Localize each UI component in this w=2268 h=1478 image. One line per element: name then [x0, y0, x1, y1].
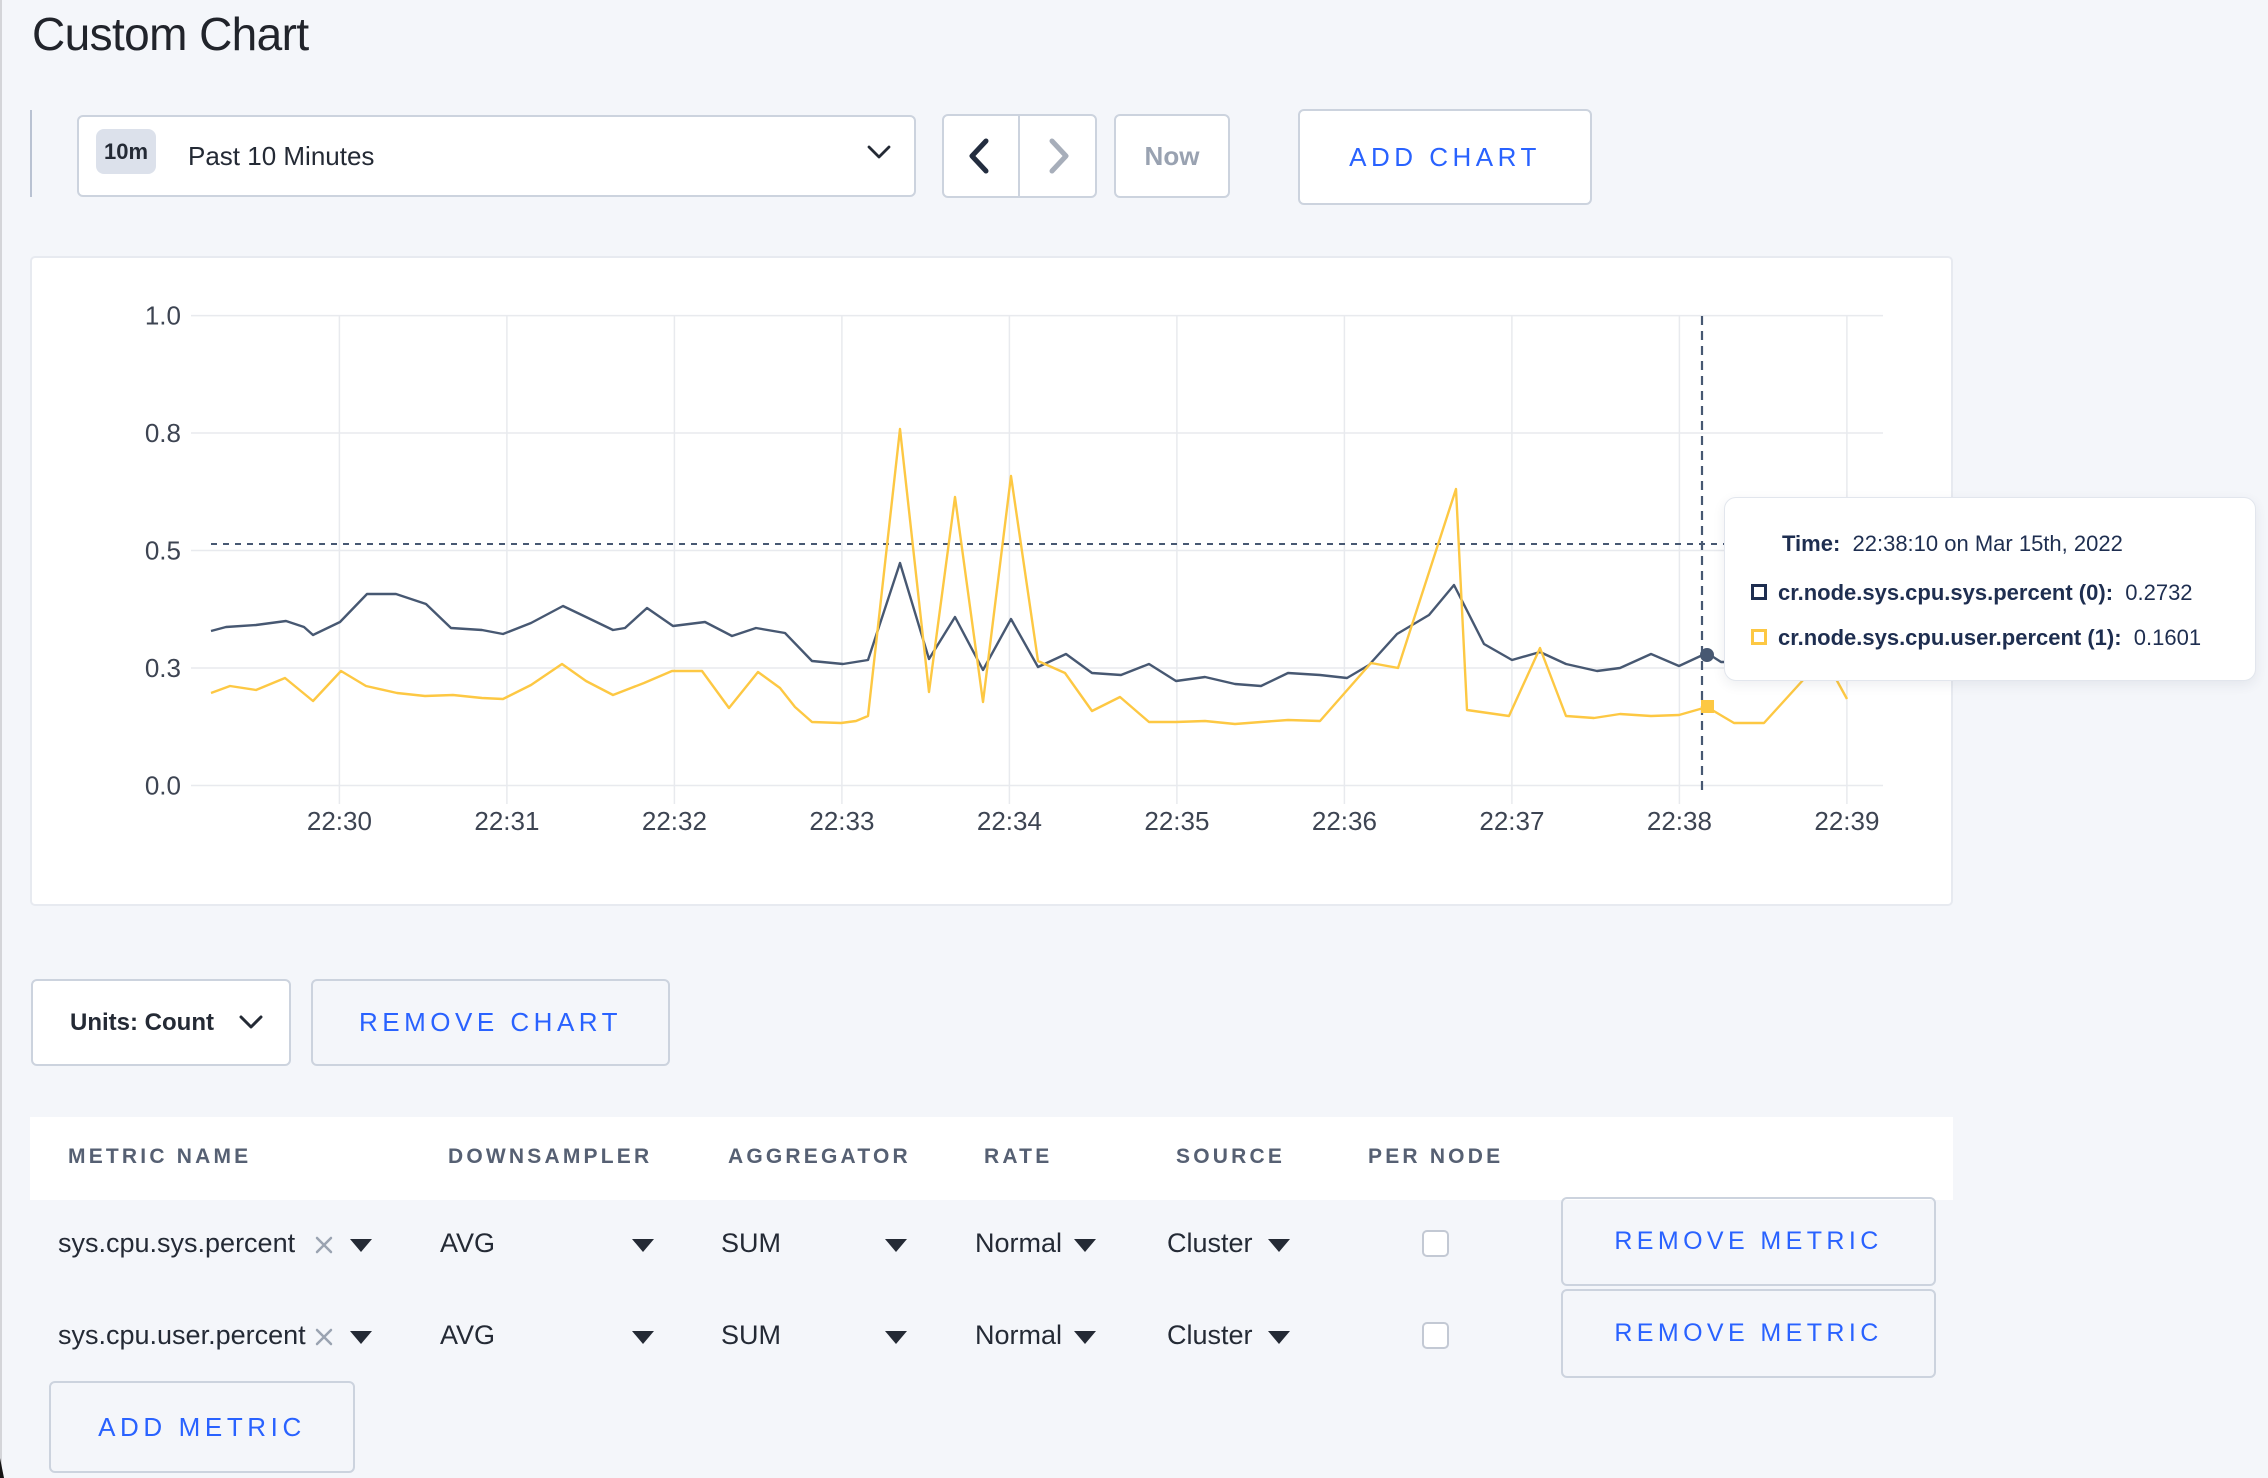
svg-text:0.3: 0.3 — [145, 653, 181, 683]
svg-text:0.5: 0.5 — [145, 536, 181, 566]
svg-text:22:33: 22:33 — [809, 806, 874, 836]
svg-text:22:36: 22:36 — [1312, 806, 1377, 836]
svg-text:22:32: 22:32 — [642, 806, 707, 836]
svg-text:22:38: 22:38 — [1647, 806, 1712, 836]
svg-text:22:37: 22:37 — [1479, 806, 1544, 836]
svg-text:1.0: 1.0 — [145, 301, 181, 331]
svg-text:0.8: 0.8 — [145, 418, 181, 448]
svg-text:22:30: 22:30 — [307, 806, 372, 836]
svg-text:22:34: 22:34 — [977, 806, 1042, 836]
svg-text:22:35: 22:35 — [1144, 806, 1209, 836]
svg-text:22:39: 22:39 — [1814, 806, 1879, 836]
svg-text:0.0: 0.0 — [145, 771, 181, 801]
svg-text:22:31: 22:31 — [474, 806, 539, 836]
